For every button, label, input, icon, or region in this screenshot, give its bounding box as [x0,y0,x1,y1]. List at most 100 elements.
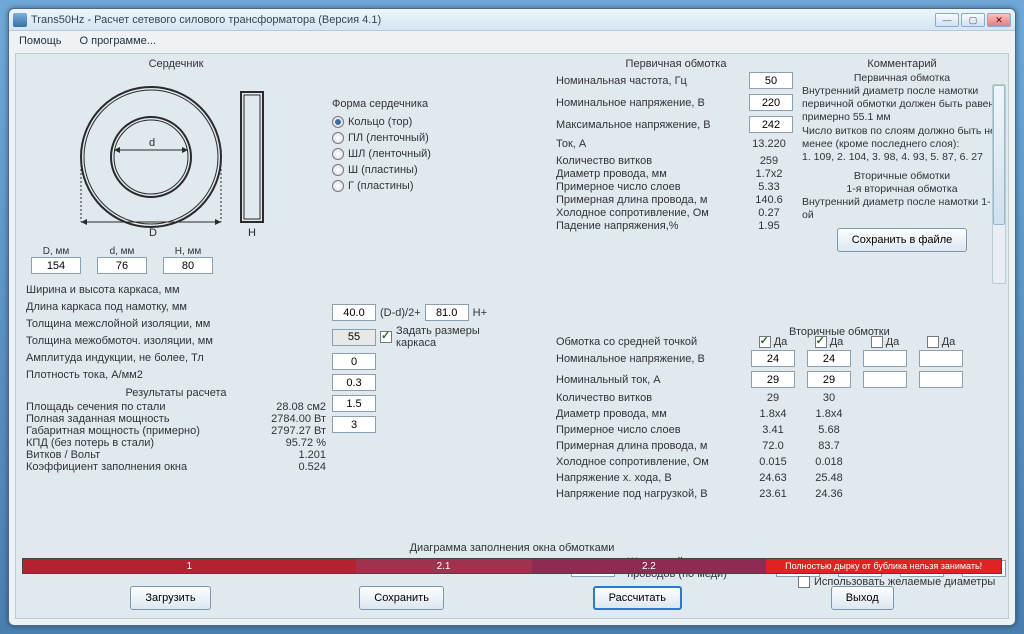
titlebar: Trans50Hz - Расчет сетевого силового тра… [9,9,1015,31]
sec-voc-l: Напряжение х. хода, В [556,472,748,484]
sec2-vload: 24.36 [804,488,854,500]
j-label: Плотность тока, А/мм2 [26,369,326,381]
maximize-button[interactable]: ▢ [961,13,985,27]
layer-ins-input[interactable] [332,353,376,370]
vmax-l: Максимальное напряжение, В [556,119,746,131]
sec1-center-chk[interactable] [759,336,771,348]
frame-len-input[interactable] [332,329,376,346]
winding-ins-input[interactable] [332,374,376,391]
sec4-center-chk[interactable] [927,336,939,348]
svg-text:d: d [149,137,155,149]
comment-l1: Внутренний диаметр после намотки первичн… [802,85,1002,124]
window-title: Trans50Hz - Расчет сетевого силового тра… [31,14,935,26]
secondary-group: Вторичные обмотки Обмотка со средней точ… [556,336,1006,504]
menu-about[interactable]: О программе... [80,35,156,47]
dd2-input[interactable] [425,304,469,321]
sec2-vnom[interactable] [807,350,851,367]
exit-button[interactable]: Выход [831,586,894,610]
frame-wh-input[interactable] [332,304,376,321]
comment-l4: 1-я вторичная обмотка [802,183,1002,196]
b-amp-input[interactable] [332,395,376,412]
sec2-center-chk[interactable] [815,336,827,348]
calc-button[interactable]: Рассчитать [593,586,682,610]
scrollbar-thumb[interactable] [993,85,1005,225]
pfull-l: Полная заданная мощность [26,413,246,425]
area-l: Площадь сечения по стали [26,401,246,413]
dd2-label: (D-d)/2+ [380,307,421,319]
vnom-l: Номинальное напряжение, В [556,97,746,109]
eff-v: 95.72 % [246,437,326,449]
layers-l: Примерное число слоев [556,181,742,193]
vdrop-v: 1.95 [742,220,796,232]
kfill-l: Коэффициент заполнения окна [26,461,246,473]
radio-sh[interactable] [332,164,344,176]
vnom-input[interactable] [749,94,793,111]
H-input[interactable] [163,257,213,274]
layers-v: 5.33 [742,181,796,193]
sec2-layers: 5.68 [804,424,854,436]
sec1-voc: 24.63 [748,472,798,484]
radio-ring-label: Кольцо (тор) [348,116,412,128]
sec2-wdia: 1.8x4 [804,408,854,420]
seg-1: 1 [23,559,356,573]
results: Результаты расчета Площадь сечения по ст… [26,387,326,473]
radio-shl[interactable] [332,148,344,160]
sec1-vnom[interactable] [751,350,795,367]
sec3-center-chk[interactable] [871,336,883,348]
hplus-label: H+ [473,307,487,319]
rcold-v: 0.27 [742,207,796,219]
layer-ins-label: Толщина межслойной изоляции, мм [26,318,326,330]
wlen-l: Примерная длина провода, м [556,194,742,206]
results-header: Результаты расчета [26,387,326,399]
radio-g[interactable] [332,180,344,192]
seg-warn: Полностью дырку от бублика нельзя занима… [766,559,1001,573]
D-input[interactable] [31,257,81,274]
core-header: Сердечник [26,58,326,70]
sec4-vnom[interactable] [919,350,963,367]
sec1-turns: 29 [748,392,798,404]
fill-diagram: 1 2.1 2.2 Полностью дырку от бублика нел… [22,558,1002,574]
sec2-inom[interactable] [807,371,851,388]
comment-l2: Число витков по слоям должно быть не мен… [802,125,1002,151]
left-params: Ширина и высота каркаса, мм Длина каркас… [26,284,326,381]
vmax-input[interactable] [749,116,793,133]
sec2-turns: 30 [804,392,854,404]
sec4-inom[interactable] [919,371,963,388]
frame-len-label: Длина каркаса под намотку, мм [26,301,326,313]
sec1-rcold: 0.015 [748,456,798,468]
minimize-button[interactable]: — [935,13,959,27]
frame-size-chk[interactable] [380,331,392,343]
comment-scrollbar[interactable] [992,84,1006,284]
primary-header: Первичная обмотка [556,58,796,70]
shape-header: Форма сердечника [332,98,547,110]
seg-2: 2.1 [356,559,532,573]
load-button[interactable]: Загрузить [130,586,210,610]
sec3-inom[interactable] [863,371,907,388]
d-input[interactable] [97,257,147,274]
save-comment-button[interactable]: Сохранить в файле [837,228,967,252]
center-l: Обмотка со средней точкой [556,336,748,348]
area-v: 28.08 см2 [246,401,326,413]
radio-sh-label: Ш (пластины) [348,164,418,176]
freq-input[interactable] [749,72,793,89]
pfull-v: 2784.00 Вт [246,413,326,425]
menu-help[interactable]: Помощь [19,35,62,47]
comment-l3: 1. 109, 2. 104, 3. 98, 4. 93, 5. 87, 6. … [802,151,1002,164]
freq-l: Номинальная частота, Гц [556,75,746,87]
sec4-yes: Да [942,336,956,348]
save-button[interactable]: Сохранить [359,586,444,610]
rcold-l: Холодное сопротивление, Ом [556,207,742,219]
sec-turns-l: Количество витков [556,392,748,404]
sec1-inom[interactable] [751,371,795,388]
radio-ring[interactable] [332,116,344,128]
close-button[interactable]: ✕ [987,13,1011,27]
turns-v: 259 [742,155,796,167]
radio-pl[interactable] [332,132,344,144]
j-input[interactable] [332,416,376,433]
sec2-voc: 25.48 [804,472,854,484]
radio-g-label: Г (пластины) [348,180,414,192]
sec2-wlen: 83.7 [804,440,854,452]
comment-l5: Внутренний диаметр после намотки 1-ой [802,196,1002,222]
frame-size-chk-label: Задать размеры каркаса [396,325,506,349]
sec3-vnom[interactable] [863,350,907,367]
